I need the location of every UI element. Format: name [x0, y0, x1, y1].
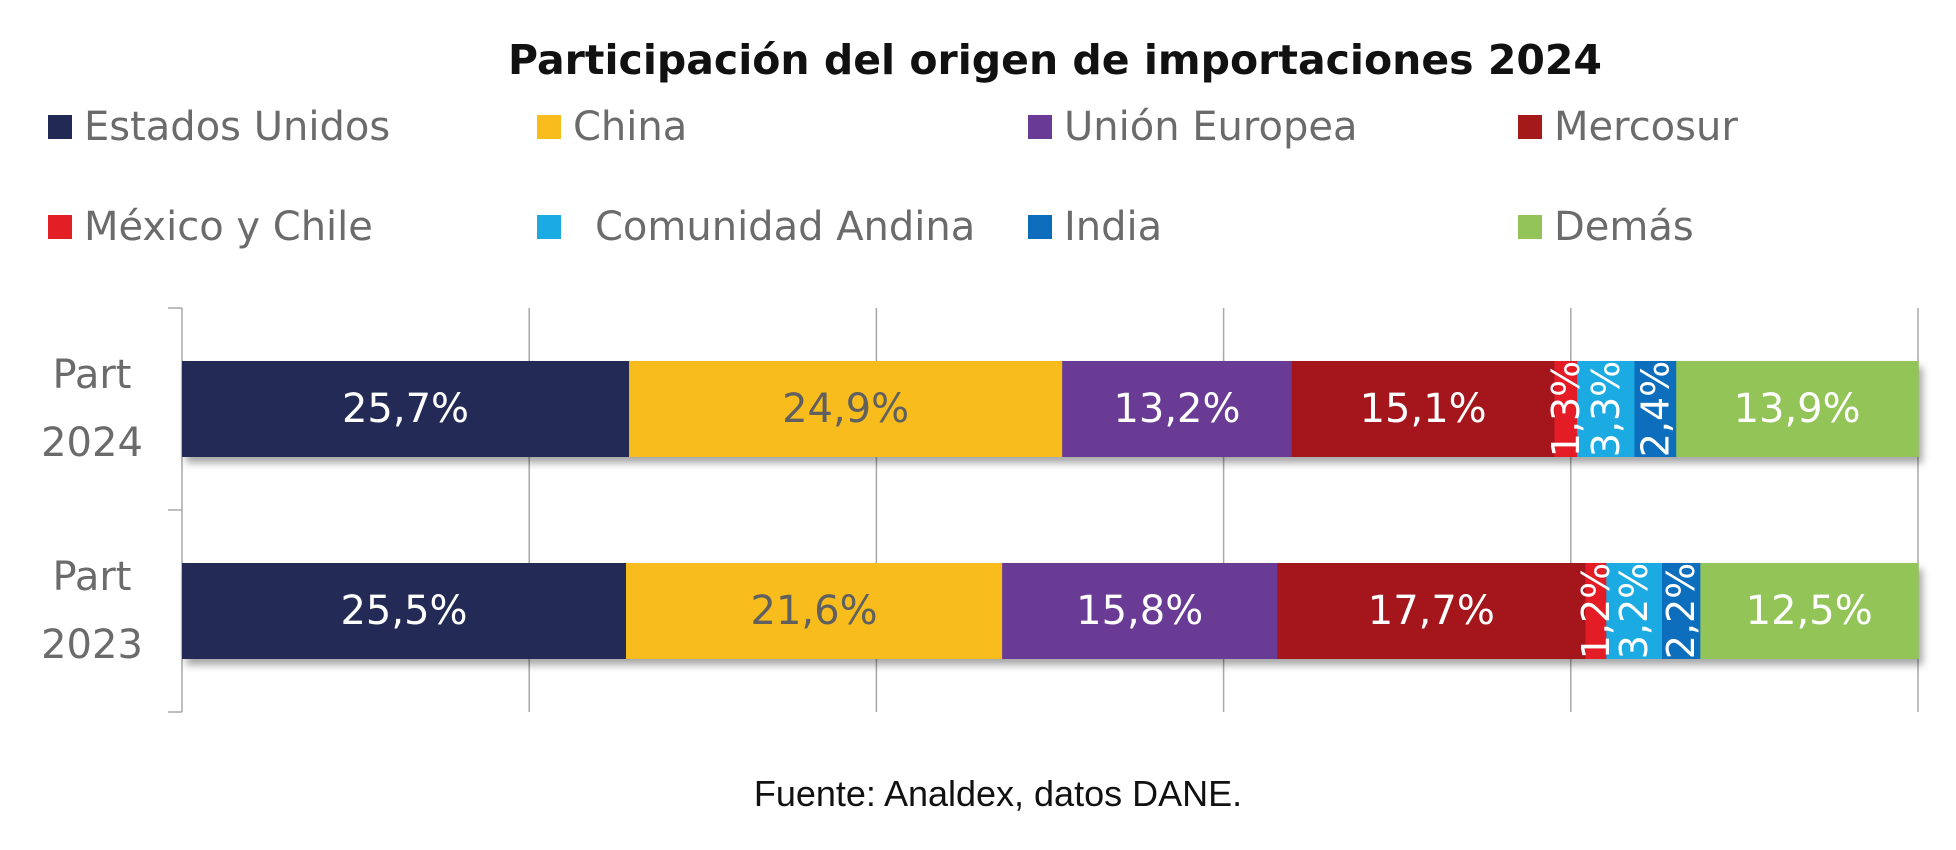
category-label-part-2024: Part: [53, 352, 132, 398]
category-label-part-2023-year: 2023: [41, 622, 143, 668]
legend-swatch: [1518, 115, 1542, 139]
legend-label: Comunidad Andina: [595, 204, 976, 250]
category-label-part-2024-year: 2024: [41, 420, 143, 466]
legend-item-mercosur: Mercosur: [1518, 102, 1738, 152]
legend-swatch: [48, 115, 72, 139]
legend-swatch: [1028, 115, 1052, 139]
data-label-india-part-2023: 2,2%: [1659, 563, 1703, 660]
data-label-mercosur-part-2024: 15,1%: [1360, 386, 1487, 432]
legend-label: Unión Europea: [1064, 104, 1358, 150]
legend-label: Demás: [1554, 204, 1694, 250]
legend-item-estados-unidos: Estados Unidos: [48, 102, 390, 152]
data-label-union-europea-part-2023: 15,8%: [1076, 588, 1203, 634]
bar-estados-unidos-part-2023: [182, 563, 627, 659]
bar-estados-unidos-part-2024: [182, 361, 630, 457]
chart-title: Participación del origen de importacione…: [508, 36, 1602, 84]
legend-item-india: India: [1028, 202, 1162, 252]
legend-item-mexico-y-chile: México y Chile: [48, 202, 373, 252]
bar-comunidad-andina-part-2024: [1577, 361, 1636, 457]
data-label-comunidad-andina-part-2024: 3,3%: [1584, 361, 1628, 458]
bar-china-part-2024: [629, 361, 1063, 457]
stacked-bar-part-2023: [182, 563, 1919, 659]
bar-union-europea-part-2024: [1062, 361, 1293, 457]
bar-mexico-y-chile-part-2023: [1585, 563, 1607, 659]
bar-demas-part-2024: [1676, 361, 1919, 457]
legend-label: China: [573, 104, 688, 150]
legend-item-china: China: [537, 102, 687, 152]
data-label-comunidad-andina-part-2023: 3,2%: [1612, 563, 1656, 660]
data-label-mexico-y-chile-part-2024: 1,3%: [1544, 361, 1588, 458]
legend-label: México y Chile: [84, 204, 373, 250]
bar-mercosur-part-2023: [1277, 563, 1587, 659]
data-label-mercosur-part-2023: 17,7%: [1368, 588, 1495, 634]
data-label-union-europea-part-2024: 13,2%: [1113, 386, 1240, 432]
category-label-part-2023: Part: [53, 554, 132, 600]
stacked-bar-part-2024: [182, 361, 1919, 457]
legend-swatch: [48, 215, 72, 239]
legend-item-comunidad-andina: Comunidad Andina: [537, 202, 975, 252]
legend-label: Estados Unidos: [84, 104, 391, 150]
data-label-mexico-y-chile-part-2023: 1,2%: [1574, 563, 1618, 660]
legend-swatch: [537, 115, 561, 139]
data-label-china-part-2023: 21,6%: [751, 588, 878, 634]
source-note: Fuente: Analdex, datos DANE.: [753, 773, 1243, 814]
legend-item-demas: Demás: [1518, 202, 1694, 252]
legend-swatch: [1028, 215, 1052, 239]
bar-mexico-y-chile-part-2024: [1554, 361, 1578, 457]
bar-union-europea-part-2023: [1002, 563, 1278, 659]
legend-swatch: [537, 215, 561, 239]
bar-china-part-2023: [626, 563, 1003, 659]
data-label-demas-part-2023: 12,5%: [1746, 588, 1873, 634]
data-label-estados-unidos-part-2024: 25,7%: [342, 386, 469, 432]
legend-swatch: [1518, 215, 1542, 239]
legend-label: India: [1064, 204, 1163, 250]
data-label-india-part-2024: 2,4%: [1633, 361, 1677, 458]
data-label-estados-unidos-part-2023: 25,5%: [340, 588, 467, 634]
bar-demas-part-2023: [1700, 563, 1919, 659]
bar-india-part-2023: [1662, 563, 1701, 659]
data-label-demas-part-2024: 13,9%: [1734, 386, 1861, 432]
bar-comunidad-andina-part-2023: [1606, 563, 1663, 659]
bar-india-part-2024: [1634, 361, 1677, 457]
legend-label: Mercosur: [1554, 104, 1738, 150]
bar-mercosur-part-2024: [1291, 361, 1556, 457]
data-label-china-part-2024: 24,9%: [782, 386, 909, 432]
legend-item-union-europea: Unión Europea: [1028, 102, 1357, 152]
